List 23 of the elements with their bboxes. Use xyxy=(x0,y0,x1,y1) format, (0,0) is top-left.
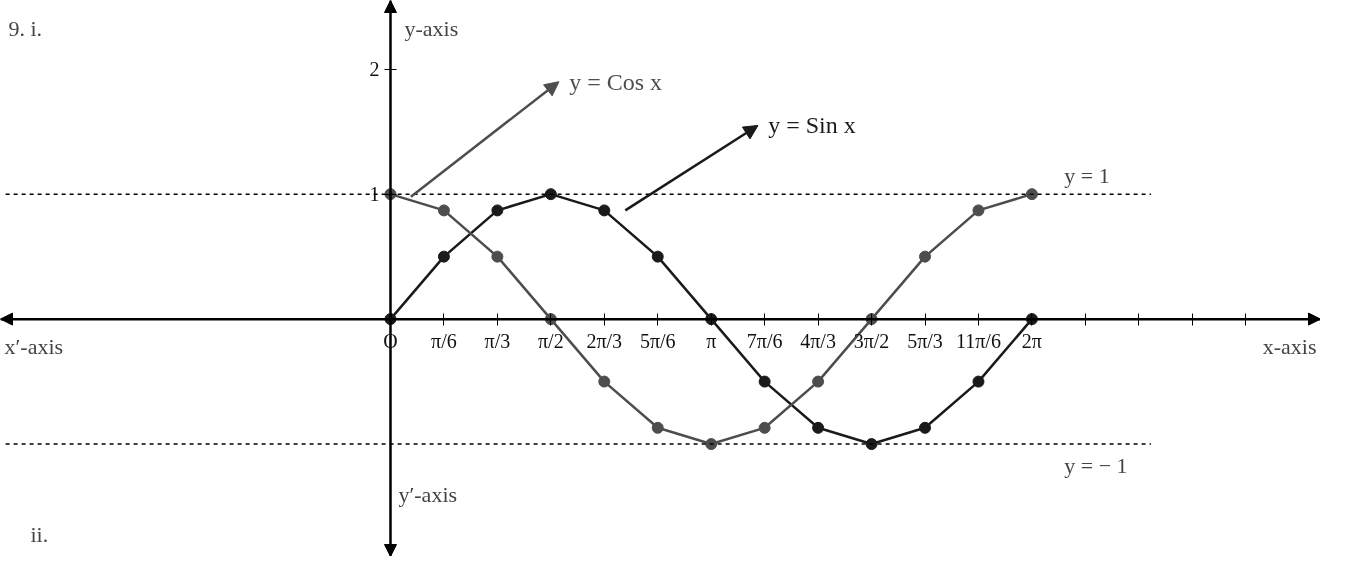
x-tick-label: 2π xyxy=(1021,330,1042,353)
legend-label: y = Cos x xyxy=(569,68,663,95)
x-tick-label: π xyxy=(706,330,717,353)
x-tick-label: 7π/6 xyxy=(746,330,783,353)
annotation: y′-axis xyxy=(398,481,458,507)
x-axis-title: x-axis xyxy=(1262,334,1317,360)
y-tick-label: 2 xyxy=(369,58,380,81)
annotation: 9. i. xyxy=(8,15,43,41)
annotation: ii. xyxy=(30,521,49,547)
x-tick-label: π/6 xyxy=(431,330,457,353)
annotation: x′-axis xyxy=(4,334,64,360)
x-tick-label: 3π/2 xyxy=(853,330,890,353)
x-tick-label: π/2 xyxy=(538,330,564,353)
y-axis-title: y-axis xyxy=(404,15,459,41)
x-tick-label: 11π/6 xyxy=(956,330,1001,353)
x-tick-label: 5π/6 xyxy=(639,330,676,353)
x-tick-label: π/3 xyxy=(484,330,511,353)
ref-line-label: y = 1 xyxy=(1064,163,1110,189)
x-tick-label: 5π/3 xyxy=(907,330,943,353)
x-tick-label: 4π/3 xyxy=(800,330,836,353)
ref-line-label: y = − 1 xyxy=(1064,453,1128,479)
x-tick-label: 2π/3 xyxy=(586,330,623,353)
legend-label: y = Sin x xyxy=(768,112,856,139)
